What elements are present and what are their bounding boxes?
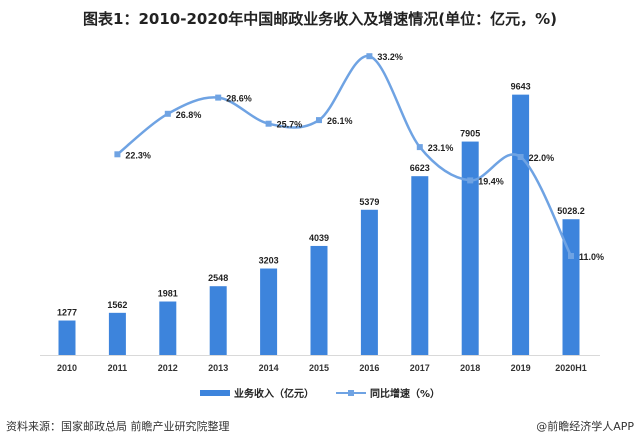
bar-data-label: 1277: [57, 308, 77, 318]
growth-line: [116, 54, 573, 257]
x-tick-label: 2020H1: [555, 363, 587, 373]
line-data-label: 22.0%: [529, 153, 555, 163]
line-data-label: 26.1%: [327, 116, 353, 126]
legend-item-growth: 同比增速（%）: [335, 385, 441, 400]
legend-label: 业务收入（亿元）: [233, 389, 314, 400]
bar: [360, 209, 378, 355]
x-tick-label: 2013: [208, 363, 228, 373]
bar: [260, 268, 278, 355]
bar-data-label: 9643: [511, 82, 531, 92]
x-tick-label: 2014: [259, 363, 279, 373]
line-data-label: 33.2%: [377, 52, 403, 62]
line-data-label: 22.3%: [125, 150, 151, 160]
bar-data-label: 6623: [410, 163, 430, 173]
chart-title: 图表1：2010-2020年中国邮政业务收入及增速情况(单位：亿元，%): [83, 10, 557, 28]
line-data-label: 11.0%: [579, 252, 604, 262]
bar-data-label: 1562: [107, 300, 127, 310]
legend-label: 同比增速（%）: [369, 389, 441, 400]
chart-plot: 1277 2010 1562 2011 1981 2012 2548 2013 3203 2014…: [40, 52, 604, 373]
bar: [310, 245, 328, 355]
bar: [562, 219, 580, 355]
bar: [58, 320, 76, 355]
bar-data-label: 2548: [208, 273, 228, 283]
legend: 业务收入（亿元） 同比增速（%）: [0, 385, 640, 400]
x-tick-label: 2016: [359, 363, 379, 373]
line-data-label: 23.1%: [428, 143, 454, 153]
bar-data-label: 5028.2: [557, 206, 585, 216]
x-tick-label: 2018: [460, 363, 480, 373]
x-tick-label: 2017: [410, 363, 430, 373]
bar: [159, 301, 177, 355]
line-marker: [517, 154, 524, 160]
x-tick-label: 2012: [158, 363, 178, 373]
line-data-label: 19.4%: [478, 176, 504, 186]
bar: [108, 312, 126, 355]
x-tick-label: 2011: [108, 363, 128, 373]
bar: [512, 94, 530, 355]
bar: [461, 141, 479, 355]
bar-data-label: 5379: [359, 197, 379, 207]
line-marker: [568, 253, 574, 259]
bar-data-label: 3203: [259, 256, 279, 266]
bar-data-label: 7905: [460, 129, 480, 139]
bar-data-label: 1981: [158, 289, 178, 299]
line-data-label: 25.7%: [277, 120, 303, 130]
legend-line-swatch: [335, 389, 366, 396]
line-data-label: 26.8%: [176, 110, 202, 120]
source-note: 资料来源：国家邮政总局 前瞻产业研究院整理: [6, 420, 230, 433]
bar: [411, 176, 429, 355]
line-data-label: 28.6%: [226, 94, 252, 104]
line-marker: [416, 144, 423, 151]
line-marker: [164, 110, 171, 117]
line-marker: [215, 94, 222, 101]
line-marker: [114, 151, 121, 158]
x-tick-label: 2010: [57, 363, 77, 373]
legend-item-revenue: 业务收入（亿元）: [199, 385, 314, 400]
line-marker: [316, 117, 322, 124]
line-marker: [366, 53, 373, 60]
bar-data-label: 4039: [309, 233, 329, 243]
x-tick-label: 2019: [511, 363, 531, 373]
x-tick-label: 2015: [309, 363, 329, 373]
line-marker: [467, 177, 474, 184]
bar: [209, 286, 227, 355]
credit: @前瞻经济学人APP: [536, 420, 634, 433]
legend-bar-swatch: [199, 389, 230, 396]
line-marker: [265, 120, 272, 127]
